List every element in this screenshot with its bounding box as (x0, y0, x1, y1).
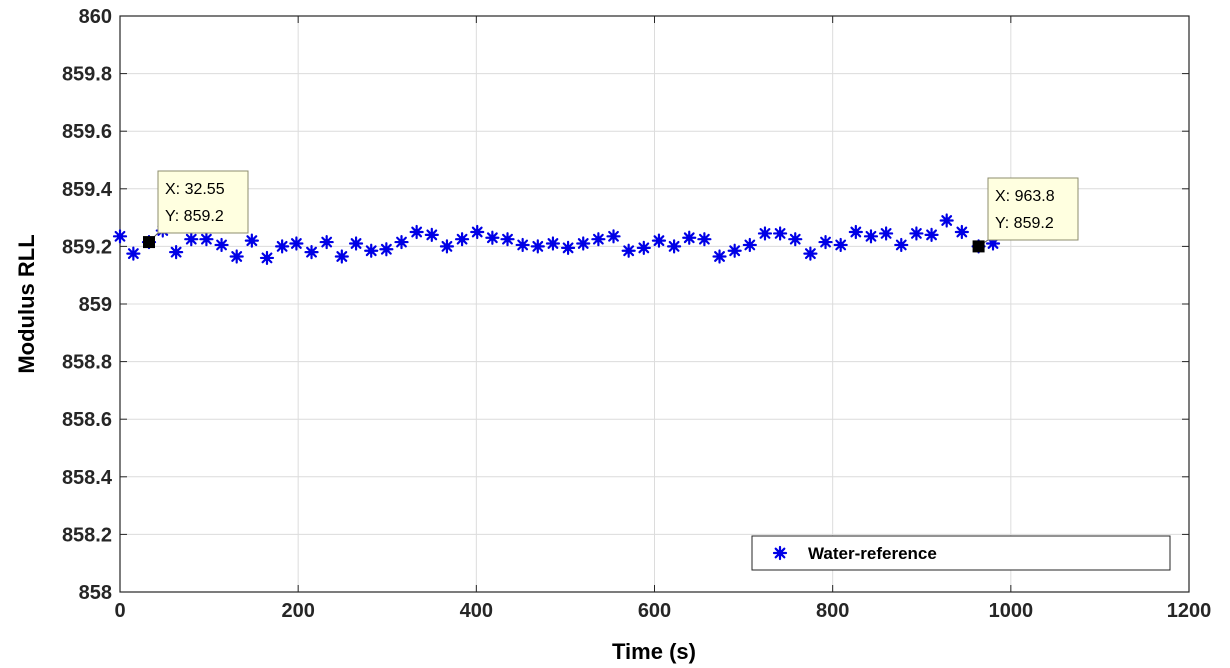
data-point (773, 226, 788, 241)
y-tick-label: 859.8 (62, 64, 112, 86)
y-axis-label: Modulus RLL (14, 234, 39, 373)
x-tick-label: 1000 (989, 600, 1034, 622)
x-tick-label: 800 (816, 600, 849, 622)
data-point (788, 232, 803, 247)
data-point (985, 236, 1001, 251)
x-tick-label: 600 (638, 600, 671, 622)
legend-box (751, 535, 1171, 571)
data-series (112, 213, 1001, 266)
data-point (894, 237, 909, 253)
datatip-x-label: X: 963.8 (995, 188, 1055, 205)
data-point (530, 239, 545, 254)
data-point (545, 236, 561, 251)
data-point (304, 245, 319, 260)
y-tick-label: 858.6 (62, 409, 112, 431)
x-tick-label: 0 (114, 600, 125, 622)
data-point (259, 250, 275, 266)
data-point (727, 243, 742, 258)
axis-ticks: 0 200 400 600 800 1000 1200 858 858.2 858.4 858.6 8… (62, 6, 1211, 622)
legend: Water-reference (751, 535, 1171, 571)
data-point (742, 237, 757, 253)
data-point (289, 236, 304, 251)
data-point (576, 236, 591, 251)
datatip-y-label: Y: 859.2 (995, 215, 1054, 232)
data-point (409, 224, 424, 240)
datatip-box (157, 170, 249, 234)
x-tick-label: 400 (460, 600, 493, 622)
y-tick-label: 858.4 (62, 467, 113, 489)
data-point (682, 230, 697, 245)
y-tick-label: 858.8 (62, 352, 112, 374)
data-point (606, 229, 621, 244)
data-point (424, 227, 439, 242)
y-tick-label: 859.2 (62, 236, 112, 258)
data-point (199, 232, 214, 247)
data-point (666, 239, 682, 254)
datatip-box (987, 177, 1079, 241)
datatip-x-label: X: 32.55 (165, 181, 225, 198)
data-point (439, 239, 455, 254)
data-point (229, 249, 244, 264)
datatip-marker (142, 236, 155, 249)
data-point (863, 229, 879, 244)
data-point (126, 246, 141, 261)
x-tick-label: 200 (281, 600, 314, 622)
data-point (379, 242, 394, 257)
data-point (394, 234, 409, 250)
data-point (848, 224, 863, 240)
data-point (939, 213, 954, 228)
data-point (757, 226, 773, 241)
data-point (591, 232, 606, 247)
data-point (500, 232, 515, 247)
data-point (924, 227, 939, 242)
data-point (319, 234, 334, 250)
data-point (348, 236, 364, 251)
data-point (169, 245, 184, 260)
y-tick-label: 859.6 (62, 121, 112, 143)
y-tick-label: 859.4 (62, 179, 113, 201)
data-point (275, 239, 290, 254)
legend-marker (772, 545, 788, 561)
data-point (909, 226, 924, 241)
data-point (697, 232, 712, 247)
data-point (636, 240, 651, 255)
x-axis-label: Time (s) (612, 639, 696, 664)
datatip-y-label: Y: 859.2 (165, 208, 224, 225)
y-tick-label: 858.2 (62, 524, 112, 546)
y-tick-label: 858 (79, 582, 112, 604)
legend-marker-icon (772, 545, 788, 561)
y-tick-label: 859 (79, 294, 112, 316)
data-point (112, 229, 128, 244)
data-point (470, 224, 485, 240)
grid (120, 16, 1189, 592)
data-point (621, 243, 636, 258)
data-point (485, 230, 500, 245)
data-point (803, 246, 818, 261)
data-point (879, 226, 894, 241)
legend-entry-label: Water-reference (808, 544, 937, 563)
data-point (712, 249, 727, 264)
y-tick-label: 860 (79, 6, 112, 28)
data-point (651, 233, 667, 248)
data-point (818, 234, 833, 250)
x-tick-label: 1200 (1167, 600, 1212, 622)
data-point (364, 243, 379, 258)
data-point (184, 232, 199, 247)
datatip-marker (972, 240, 985, 253)
data-point (334, 249, 349, 264)
datatips: X: 32.55 Y: 859.2 X: 963.8 Y: 859.2 (142, 170, 1079, 253)
data-point (244, 233, 259, 248)
data-point (954, 224, 969, 240)
data-point (560, 240, 576, 255)
data-point (833, 237, 848, 253)
data-point (454, 232, 470, 247)
data-point (214, 237, 229, 253)
data-point (515, 237, 530, 253)
